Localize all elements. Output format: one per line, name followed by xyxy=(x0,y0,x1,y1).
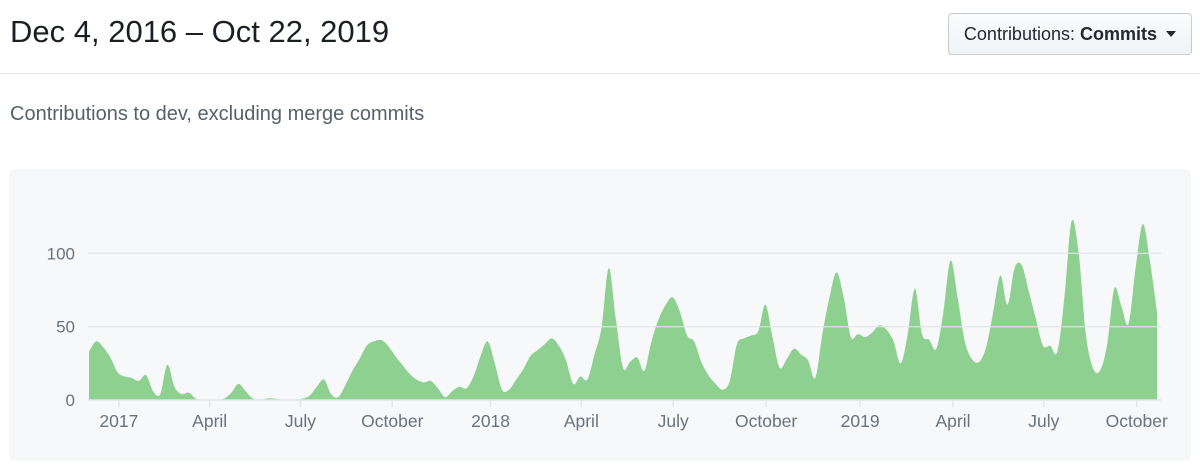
x-axis-label-2018: 2018 xyxy=(471,411,510,431)
contributions-chart-card: 0 50 100 2017 April July October 2018 April July O… xyxy=(9,169,1191,461)
x-axis-label-October: October xyxy=(1106,411,1168,431)
x-axis-label-April: April xyxy=(192,411,227,431)
y-axis-label-50: 50 xyxy=(56,318,75,337)
x-axis-label-July: July xyxy=(658,411,689,431)
x-axis-label-July: July xyxy=(1028,411,1059,431)
contributions-dropdown-prefix: Contributions: xyxy=(963,24,1075,44)
y-axis-label-100: 100 xyxy=(47,244,75,263)
chart-description: Contributions to dev, excluding merge co… xyxy=(10,103,425,125)
header: Dec 4, 2016 – Oct 22, 2019 Contributions… xyxy=(0,0,1200,74)
x-axis-label-July: July xyxy=(285,411,316,431)
x-axis-label-2017: 2017 xyxy=(99,411,138,431)
x-axis-label-April: April xyxy=(564,411,599,431)
page-title: Dec 4, 2016 – Oct 22, 2019 xyxy=(10,14,390,49)
y-axis-label-0: 0 xyxy=(66,391,75,410)
x-axis-label-October: October xyxy=(735,411,797,431)
x-axis-label-April: April xyxy=(936,411,971,431)
x-axis-label-2019: 2019 xyxy=(841,411,880,431)
contributions-dropdown-selected: Commits xyxy=(1079,24,1157,44)
contributions-area-chart[interactable]: 0 50 100 2017 April July October 2018 April July O… xyxy=(9,169,1191,461)
x-axis-label-October: October xyxy=(361,411,423,431)
area-series xyxy=(89,219,1157,400)
caret-down-icon xyxy=(1166,31,1176,37)
contributions-dropdown-button[interactable]: Contributions: Commits xyxy=(947,13,1192,55)
